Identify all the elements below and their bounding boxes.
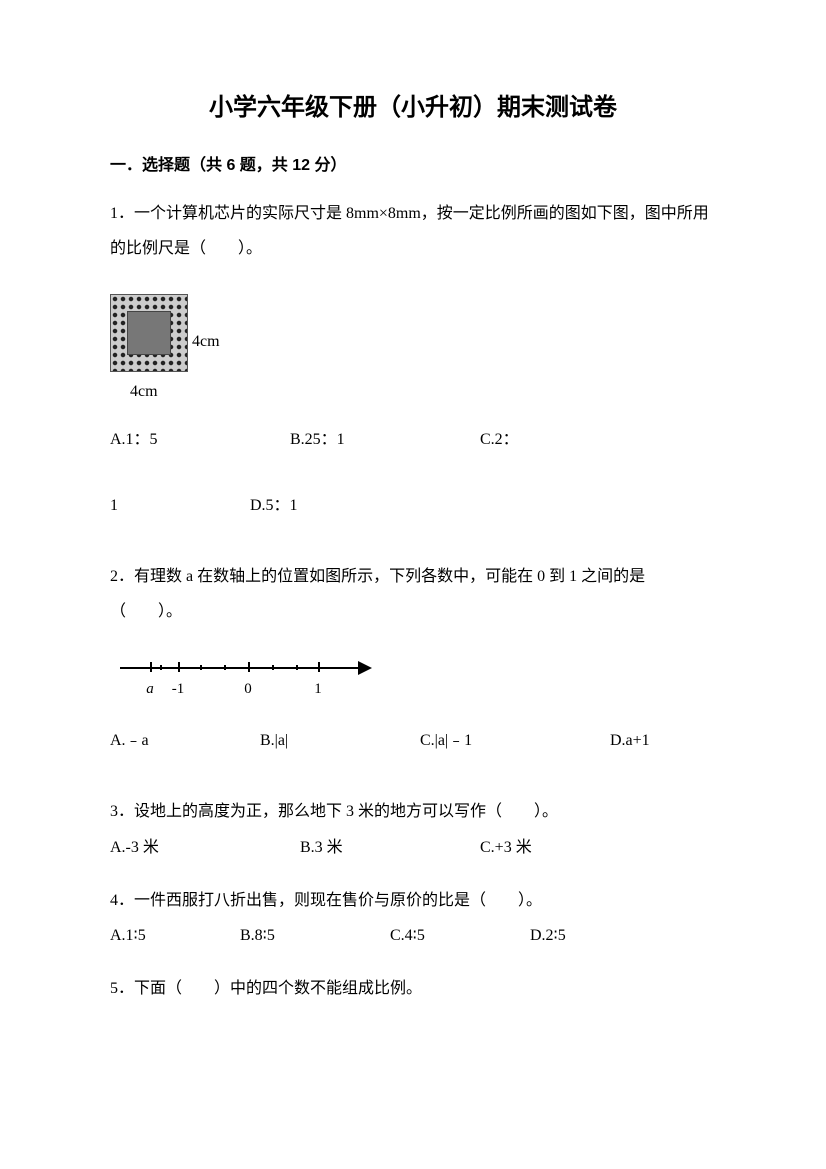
option-c: C.+3 米 [480, 830, 532, 865]
question-1: 1．一个计算机芯片的实际尺寸是 8mm×8mm，按一定比例所画的图如下图，图中所… [110, 196, 716, 523]
question-2-options: A.﹣a B.|a| C.|a|﹣1 D.a+1 [110, 723, 716, 758]
option-c: C.|a|﹣1 [420, 723, 610, 758]
question-1-options-line2: 1 D.5：1 [110, 488, 716, 523]
number-line-label-neg1: -1 [172, 673, 185, 706]
question-5: 5．下面（ ）中的四个数不能组成比例。 [110, 971, 716, 1006]
option-c: C.4∶5 [390, 918, 530, 953]
option-d: D.2∶5 [530, 918, 566, 953]
option-b: B.25：1 [290, 422, 480, 457]
chip-inner-square [127, 311, 171, 355]
option-c-continuation: 1 [110, 488, 250, 523]
number-line-tick [150, 662, 152, 672]
number-line-tick [248, 662, 250, 672]
number-line-label-a: a [146, 673, 154, 706]
number-line-label-0: 0 [244, 673, 252, 706]
number-line-figure: a -1 0 1 [120, 653, 380, 693]
number-line-label-1: 1 [314, 673, 322, 706]
page-title: 小学六年级下册（小升初）期末测试卷 [110, 90, 716, 126]
number-line-minor-tick [160, 665, 162, 670]
option-b: B.8∶5 [240, 918, 390, 953]
chip-figure: 4cm 4cm [110, 294, 240, 394]
number-line-axis [120, 667, 360, 669]
number-line-minor-tick [272, 665, 274, 670]
option-c: C.2： [480, 422, 580, 457]
question-3-options: A.-3 米 B.3 米 C.+3 米 [110, 830, 716, 865]
chip-outer-pattern [110, 294, 188, 372]
number-line-minor-tick [224, 665, 226, 670]
question-3-text: 3．设地上的高度为正，那么地下 3 米的地方可以写作（ ）。 [110, 794, 716, 829]
option-a: A.-3 米 [110, 830, 300, 865]
chip-label-bottom: 4cm [130, 374, 158, 409]
option-a: A.1∶5 [110, 918, 240, 953]
number-line-tick [178, 662, 180, 672]
question-2-text: 2．有理数 a 在数轴上的位置如图所示，下列各数中，可能在 0 到 1 之间的是… [110, 559, 716, 629]
number-line-minor-tick [296, 665, 298, 670]
number-line-minor-tick [200, 665, 202, 670]
option-b: B.|a| [260, 723, 420, 758]
question-3: 3．设地上的高度为正，那么地下 3 米的地方可以写作（ ）。 A.-3 米 B.… [110, 794, 716, 864]
number-line-tick [318, 662, 320, 672]
question-4-options: A.1∶5 B.8∶5 C.4∶5 D.2∶5 [110, 918, 716, 953]
option-d: D.a+1 [610, 723, 650, 758]
chip-label-right: 4cm [192, 324, 220, 359]
option-d: D.5：1 [250, 488, 298, 523]
question-1-text: 1．一个计算机芯片的实际尺寸是 8mm×8mm，按一定比例所画的图如下图，图中所… [110, 196, 716, 266]
question-4: 4．一件西服打八折出售，则现在售价与原价的比是（ ）。 A.1∶5 B.8∶5 … [110, 883, 716, 953]
option-b: B.3 米 [300, 830, 480, 865]
question-1-options-line1: A.1：5 B.25：1 C.2： [110, 422, 716, 457]
section-1-header: 一．选择题（共 6 题，共 12 分） [110, 154, 716, 178]
question-5-text: 5．下面（ ）中的四个数不能组成比例。 [110, 971, 716, 1006]
arrow-right-icon [358, 661, 372, 675]
option-a: A.1：5 [110, 422, 290, 457]
question-2: 2．有理数 a 在数轴上的位置如图所示，下列各数中，可能在 0 到 1 之间的是… [110, 559, 716, 759]
question-4-text: 4．一件西服打八折出售，则现在售价与原价的比是（ ）。 [110, 883, 716, 918]
option-a: A.﹣a [110, 723, 260, 758]
